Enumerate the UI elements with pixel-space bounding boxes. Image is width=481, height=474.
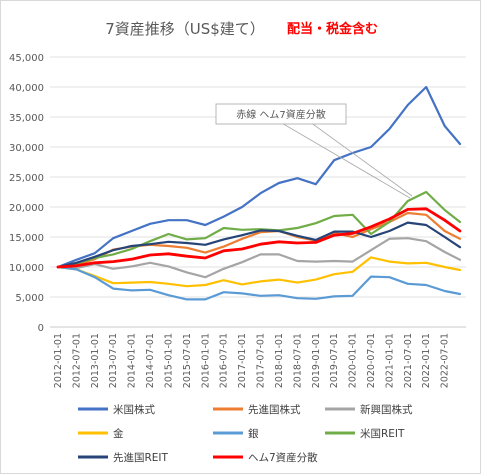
x-tick-label: 2012-01-01: [53, 333, 64, 388]
x-tick-label: 2016-07-01: [219, 333, 230, 388]
x-tick-label: 2017-07-01: [256, 333, 267, 388]
y-tick-label: 40,000: [9, 83, 44, 94]
x-tick-label: 2015-01-01: [163, 333, 174, 388]
legend-label: 米国株式: [113, 403, 155, 416]
legend-label: ヘム7資産分散: [248, 451, 318, 464]
series-line: [56, 237, 462, 279]
x-tick-label: 2022-07-01: [440, 333, 451, 388]
y-tick-label: 20,000: [9, 203, 44, 214]
y-tick-label: 45,000: [9, 53, 44, 64]
y-tick-label: 15,000: [9, 233, 44, 244]
x-tick-label: 2014-01-01: [127, 333, 138, 388]
x-tick-label: 2020-07-01: [366, 333, 377, 388]
x-tick-label: 2014-07-01: [145, 333, 156, 388]
series-line: [56, 256, 462, 288]
x-tick-label: 2022-01-01: [421, 333, 432, 388]
callout-pointer: [309, 121, 413, 197]
x-tick-label: 2018-07-01: [292, 333, 303, 388]
y-tick-label: 10,000: [9, 263, 44, 274]
y-tick-label: 25,000: [9, 173, 44, 184]
legend-label: 金: [113, 427, 124, 440]
x-tick-label: 2015-07-01: [182, 333, 193, 388]
x-tick-label: 2013-01-01: [90, 333, 101, 388]
x-axis: 2012-01-01 2012-07-01 2013-01-01 2013-07-01…: [50, 326, 466, 388]
x-tick-label: 2017-01-01: [237, 333, 248, 388]
x-tick-label: 2020-01-01: [348, 333, 359, 388]
chart-title: 7資産推移（US$建て）: [105, 20, 265, 38]
x-tick-label: 2021-07-01: [403, 333, 414, 388]
x-tick-label: 2021-01-01: [384, 333, 395, 388]
callout-pointer-2: [279, 121, 411, 199]
x-tick-label: 2019-01-01: [311, 333, 322, 388]
legend-label: 米国REIT: [360, 427, 405, 440]
annotation-callout: 赤線 ヘム7資産分散: [215, 103, 413, 199]
series-line: [56, 221, 462, 269]
x-tick-label: 2013-07-01: [108, 333, 119, 388]
x-tick-label: 2012-07-01: [71, 333, 82, 388]
x-tick-label: 2016-01-01: [200, 333, 211, 388]
series-line: [56, 265, 462, 301]
callout-text: 赤線 ヘム7資産分散: [236, 108, 326, 121]
series-lines: [56, 85, 462, 301]
legend-label: 先進国株式: [248, 403, 301, 416]
y-tick-label: 5,000: [15, 293, 44, 304]
y-tick-label: 30,000: [9, 143, 44, 154]
legend-label: 新興国株式: [360, 403, 413, 416]
y-tick-label: 35,000: [9, 113, 44, 124]
series-line: [56, 85, 462, 269]
x-tick-label: 2019-07-01: [329, 333, 340, 388]
y-tick-label: 0: [38, 323, 44, 334]
series-line: [56, 207, 462, 269]
x-tick-label: 2018-01-01: [274, 333, 285, 388]
callout-box: [215, 103, 347, 125]
y-axis: 0 5,000 10,000 15,000 20,000 25,000 30,000 35,0…: [9, 53, 44, 334]
chart-subtitle: 配当・税金含む: [287, 21, 378, 37]
legend-label: 銀: [248, 427, 259, 440]
legend-label: 先進国REIT: [113, 452, 169, 464]
